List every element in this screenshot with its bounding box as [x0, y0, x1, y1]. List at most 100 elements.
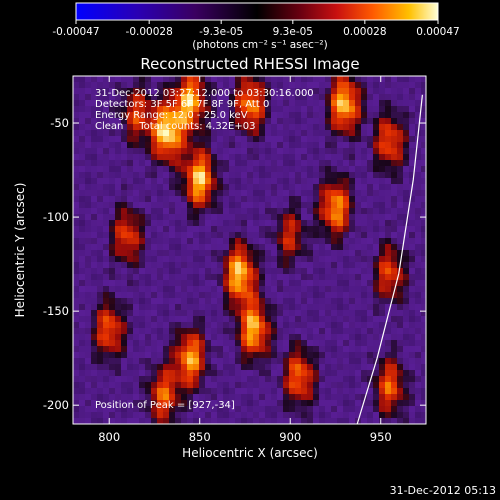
heatmap-cell [397, 82, 404, 89]
heatmap-cell [109, 364, 116, 371]
heatmap-cell [421, 124, 426, 131]
heatmap-cell [103, 262, 110, 269]
heatmap-cell [151, 298, 158, 305]
heatmap-cell [79, 238, 86, 245]
heatmap-cell [115, 136, 122, 143]
heatmap-cell [373, 352, 380, 359]
heatmap-cell [175, 358, 182, 365]
heatmap-cell [217, 202, 224, 209]
heatmap-cell [415, 334, 422, 341]
heatmap-cell [103, 322, 110, 329]
heatmap-cell [79, 106, 86, 113]
heatmap-cell [319, 256, 326, 263]
heatmap-cell [79, 136, 86, 143]
heatmap-cell [97, 334, 104, 341]
heatmap-cell [253, 88, 260, 95]
heatmap-cell [103, 94, 110, 101]
heatmap-cell [205, 160, 212, 167]
heatmap-cell [391, 394, 398, 401]
heatmap-cell [337, 334, 344, 341]
heatmap-cell [271, 166, 278, 173]
heatmap-cell [355, 256, 362, 263]
heatmap-cell [181, 256, 188, 263]
heatmap-cell [223, 358, 230, 365]
heatmap-cell [103, 76, 110, 83]
heatmap-cell [223, 268, 230, 275]
heatmap-cell [85, 202, 92, 209]
heatmap-cell [145, 370, 152, 377]
heatmap-cell [223, 274, 230, 281]
heatmap-cell [223, 262, 230, 269]
heatmap-cell [109, 136, 116, 143]
heatmap-cell [193, 82, 200, 89]
heatmap-cell [373, 316, 380, 323]
heatmap-cell [85, 124, 92, 131]
heatmap-cell [379, 304, 386, 311]
heatmap-cell [205, 148, 212, 155]
heatmap-cell [169, 238, 176, 245]
heatmap-cell [265, 88, 272, 95]
heatmap-cell [307, 346, 314, 353]
heatmap-cell [319, 142, 326, 149]
heatmap-cell [121, 412, 128, 419]
heatmap-cell [187, 136, 194, 143]
heatmap-cell [205, 286, 212, 293]
heatmap-cell [97, 412, 104, 419]
heatmap-cell [85, 100, 92, 107]
heatmap-cell [85, 112, 92, 119]
heatmap-cell [205, 196, 212, 203]
heatmap-cell [361, 244, 368, 251]
heatmap-cell [373, 82, 380, 89]
heatmap-cell [337, 232, 344, 239]
heatmap-cell [229, 184, 236, 191]
heatmap-cell [151, 166, 158, 173]
heatmap-cell [397, 106, 404, 113]
heatmap-cell [253, 220, 260, 227]
heatmap-cell [211, 76, 218, 83]
heatmap-cell [109, 286, 116, 293]
heatmap-cell [181, 142, 188, 149]
heatmap-cell [235, 88, 242, 95]
heatmap-cell [325, 148, 332, 155]
heatmap-cell [241, 232, 248, 239]
heatmap-cell [415, 298, 422, 305]
heatmap-cell [187, 334, 194, 341]
heatmap-cell [85, 418, 92, 424]
heatmap-cell [373, 112, 380, 119]
heatmap-cell [295, 286, 302, 293]
heatmap-cell [301, 130, 308, 137]
heatmap-cell [223, 250, 230, 257]
heatmap-cell [265, 376, 272, 383]
heatmap-cell [139, 340, 146, 347]
heatmap-cell [181, 262, 188, 269]
heatmap-cell [193, 298, 200, 305]
heatmap-cell [241, 388, 248, 395]
heatmap-cell [343, 376, 350, 383]
heatmap-cell [229, 280, 236, 287]
heatmap-cell [319, 112, 326, 119]
heatmap-cell [373, 346, 380, 353]
heatmap-cell [193, 202, 200, 209]
heatmap-cell [385, 358, 392, 365]
heatmap-cell [175, 400, 182, 407]
heatmap-cell [265, 370, 272, 377]
heatmap-cell [211, 238, 218, 245]
heatmap-cell [313, 364, 320, 371]
heatmap-cell [271, 160, 278, 167]
heatmap-cell [151, 226, 158, 233]
heatmap-cell [253, 136, 260, 143]
heatmap-cell [289, 280, 296, 287]
heatmap-cell [163, 118, 170, 125]
heatmap-cell [301, 322, 308, 329]
heatmap-cell [205, 250, 212, 257]
heatmap-cell [247, 112, 254, 119]
heatmap-cell [199, 208, 206, 215]
heatmap-cell [301, 298, 308, 305]
heatmap-cell [187, 286, 194, 293]
heatmap-cell [409, 250, 416, 257]
heatmap-cell [313, 82, 320, 89]
heatmap-cell [121, 136, 128, 143]
heatmap-cell [265, 214, 272, 221]
heatmap-cell [253, 262, 260, 269]
heatmap-cell [103, 154, 110, 161]
